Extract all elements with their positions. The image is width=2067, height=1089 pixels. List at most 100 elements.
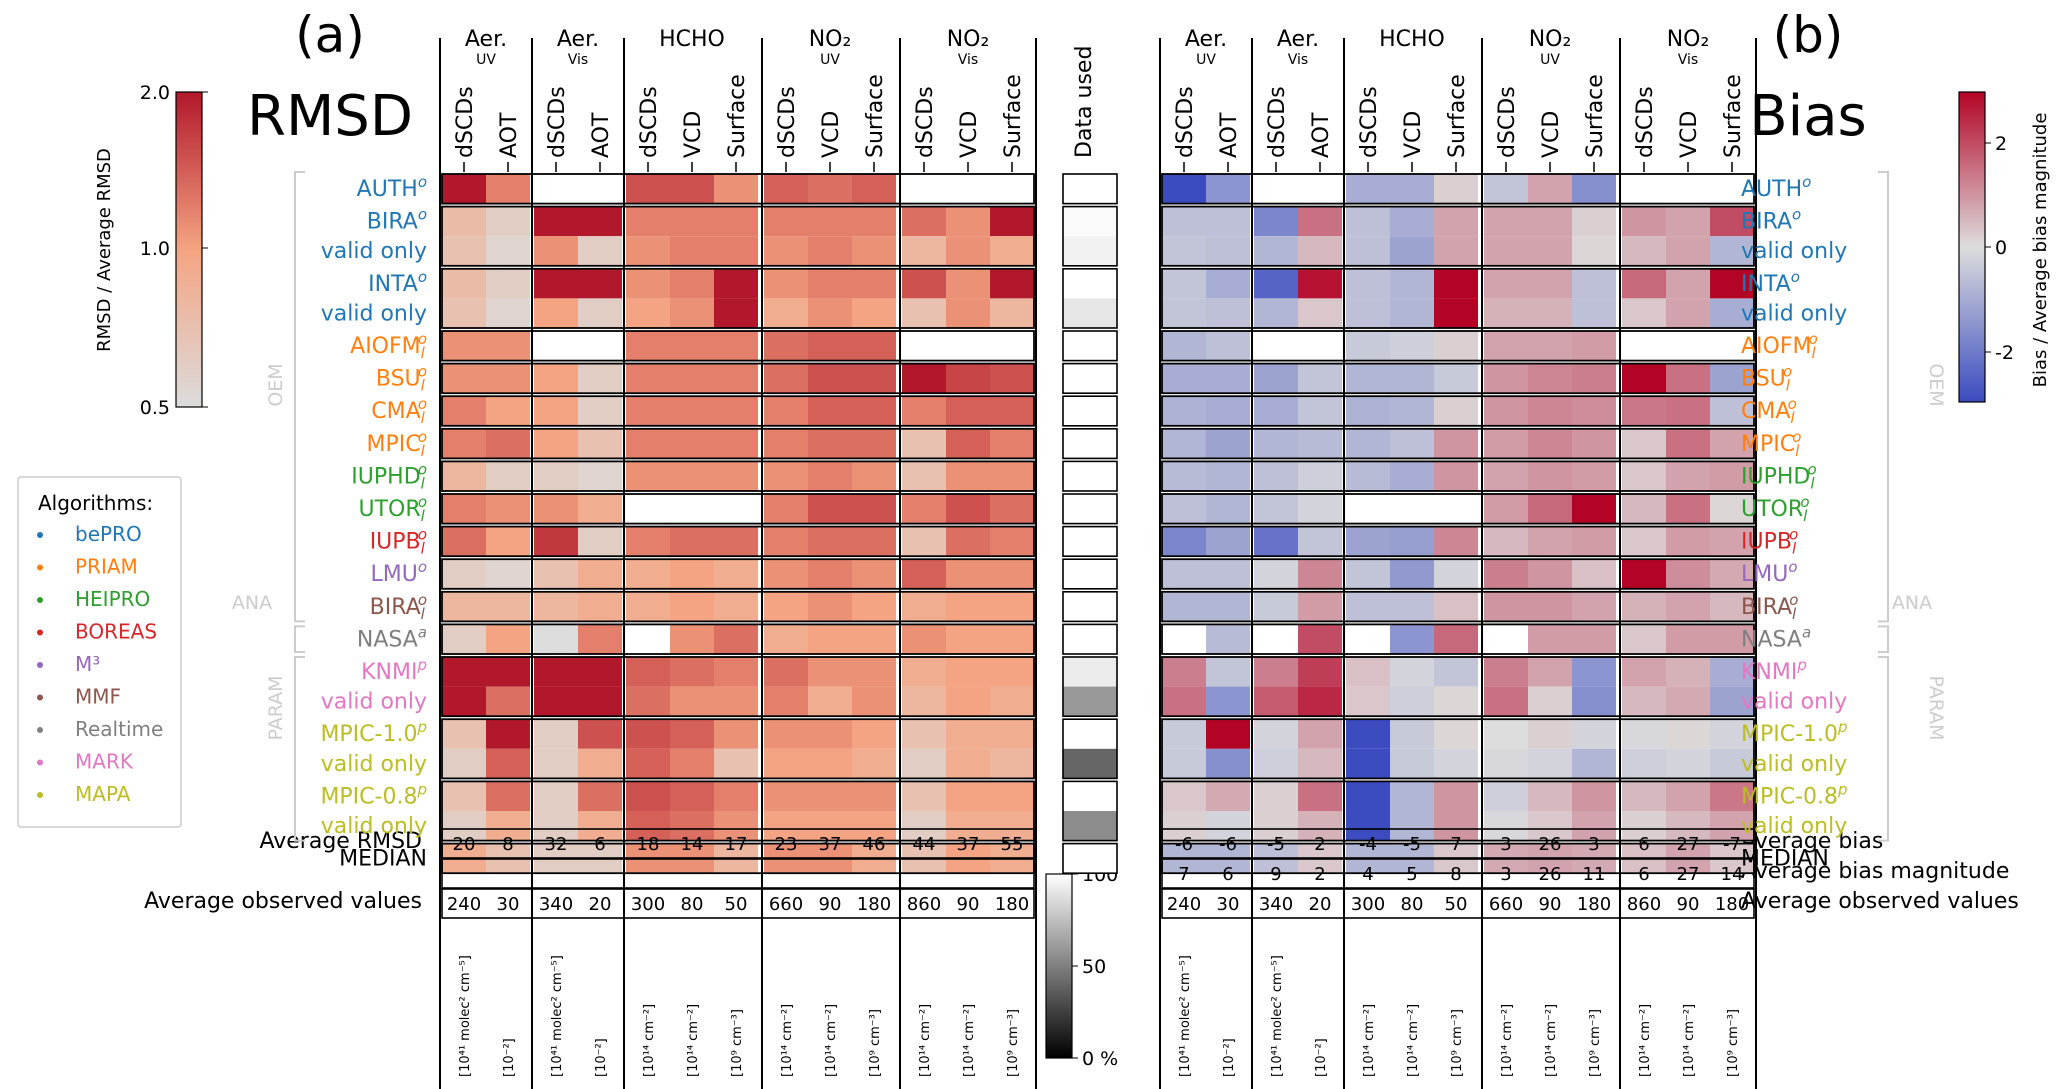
- rmsd-cell: [990, 591, 1034, 622]
- row-label: BIRAo: [367, 206, 427, 235]
- rmsd-cell: [902, 494, 946, 524]
- rmsd-cell: [534, 811, 578, 841]
- row-label: valid only: [321, 301, 427, 326]
- bias-cell: [1298, 268, 1342, 299]
- data-used-header: Data used: [1072, 46, 1097, 158]
- rmsd-column-header: VCD: [819, 111, 844, 158]
- row-label-text: AIOFM: [350, 334, 421, 359]
- rmsd-cell: [808, 526, 852, 557]
- row-label-text: MPIC: [367, 432, 421, 457]
- bias-cell: [1710, 494, 1754, 524]
- row-label-text: KNMI: [1741, 660, 1797, 685]
- row-label-sup: o: [1788, 558, 1797, 576]
- data-used-block-frame: [1062, 590, 1118, 623]
- block-frame: [1161, 362, 1755, 395]
- rmsd-cell: [486, 686, 530, 717]
- bias-cell: [1666, 781, 1710, 811]
- row-label: IUPBlo: [370, 526, 427, 558]
- rmsd-cell: [990, 396, 1034, 426]
- bias-cell: [1666, 748, 1710, 779]
- bias-cell: [1206, 428, 1250, 459]
- row-label-text: MEDIAN: [1741, 847, 1829, 872]
- data-used-cell: [1063, 811, 1117, 841]
- rmsd-cell: [442, 298, 486, 328]
- bias-column-header: Surface: [1445, 74, 1470, 158]
- rmsd-cell: [670, 396, 714, 426]
- bias-cell: [1622, 268, 1666, 299]
- bias-cell: [1346, 526, 1390, 557]
- avg-bias-magnitude-label: Average bias magnitude: [1741, 859, 2009, 884]
- bias-cell: [1298, 526, 1342, 557]
- bias-cell: [1434, 657, 1478, 687]
- avg-observed-value: 240: [447, 894, 481, 915]
- avg-rmsd-value: 14: [681, 834, 704, 855]
- block-frame: [441, 460, 1035, 492]
- row-label-text: valid only: [321, 301, 427, 326]
- rmsd-cell: [578, 526, 622, 557]
- rmsd-cell: [764, 331, 808, 361]
- rmsd-cell: [902, 298, 946, 328]
- rmsd-column-header: Surface: [863, 74, 888, 158]
- rmsd-cell: [852, 396, 896, 426]
- rmsd-column-header: dSCDs: [453, 86, 478, 158]
- row-label: BIRAlo: [370, 591, 427, 623]
- bias-cell: [1710, 781, 1754, 811]
- rmsd-cell: [670, 363, 714, 394]
- bias-cell: [1434, 811, 1478, 841]
- rmsd-cell: [442, 781, 486, 811]
- row-label-text: INTA: [1741, 272, 1791, 297]
- bias-unit-label: [10⁴¹ molec² cm⁻⁵]: [1270, 955, 1285, 1077]
- rmsd-cell: [578, 461, 622, 491]
- rmsd-cell: [946, 559, 990, 589]
- row-label: BSUlo: [1741, 363, 1792, 395]
- rmsd-cell: [626, 657, 670, 687]
- rmsd-cell: [808, 559, 852, 589]
- data-used-cell: [1063, 526, 1117, 557]
- bias-cell: [1434, 624, 1478, 654]
- bias-cell: [1254, 396, 1298, 426]
- rmsd-cell: [578, 298, 622, 328]
- row-label: valid only: [1741, 752, 1847, 777]
- rmsd-cell: [442, 396, 486, 426]
- bias-cell: [1528, 428, 1572, 459]
- rmsd-cell: [946, 811, 990, 841]
- legend-item-label: PRIAM: [75, 555, 138, 579]
- rmsd-unit-label: [10¹⁴ cm⁻²]: [918, 1004, 933, 1077]
- rmsd-cell: [442, 559, 486, 589]
- data-used-cell: [1063, 331, 1117, 361]
- bias-cell: [1572, 559, 1616, 589]
- bias-cell: [1206, 811, 1250, 841]
- bias-cell: [1572, 236, 1616, 266]
- bias-cell: [1206, 686, 1250, 717]
- rmsd-cell: [852, 526, 896, 557]
- bias-cell: [1162, 748, 1206, 779]
- bias-cell: [1484, 559, 1528, 589]
- rmsd-cell: [578, 494, 622, 524]
- rmsd-cell: [808, 811, 852, 841]
- summary-frame: [441, 828, 1035, 859]
- rmsd-cell: [990, 298, 1034, 328]
- bias-cell: [1346, 748, 1390, 779]
- rmsd-cell: [626, 428, 670, 459]
- rmsd-cell: [626, 206, 670, 237]
- bias-group-sub: Vis: [1678, 52, 1698, 68]
- data-used-block-frame: [1062, 330, 1118, 362]
- data-used-cell: [1063, 781, 1117, 811]
- rmsd-cell: [534, 363, 578, 394]
- bias-cell: [1206, 236, 1250, 266]
- bias-cell: [1162, 298, 1206, 328]
- row-label: BIRAo: [1741, 206, 1801, 235]
- rmsd-cell: [486, 331, 530, 361]
- rmsd-cell: [902, 331, 946, 361]
- rmsd-cell: [534, 526, 578, 557]
- rmsd-cell: [946, 624, 990, 654]
- avg-observed-value: 50: [725, 894, 748, 915]
- rmsd-unit-label: [10¹⁴ cm⁻²]: [780, 1004, 795, 1077]
- rmsd-cell: [670, 268, 714, 299]
- rmsd-cell: [852, 461, 896, 491]
- row-label-sup: a: [1802, 623, 1811, 641]
- rmsd-cell: [714, 494, 758, 524]
- avg-rmsd-value: 46: [863, 834, 886, 855]
- rmsd-cell: [808, 363, 852, 394]
- row-label-sub: l: [421, 377, 426, 395]
